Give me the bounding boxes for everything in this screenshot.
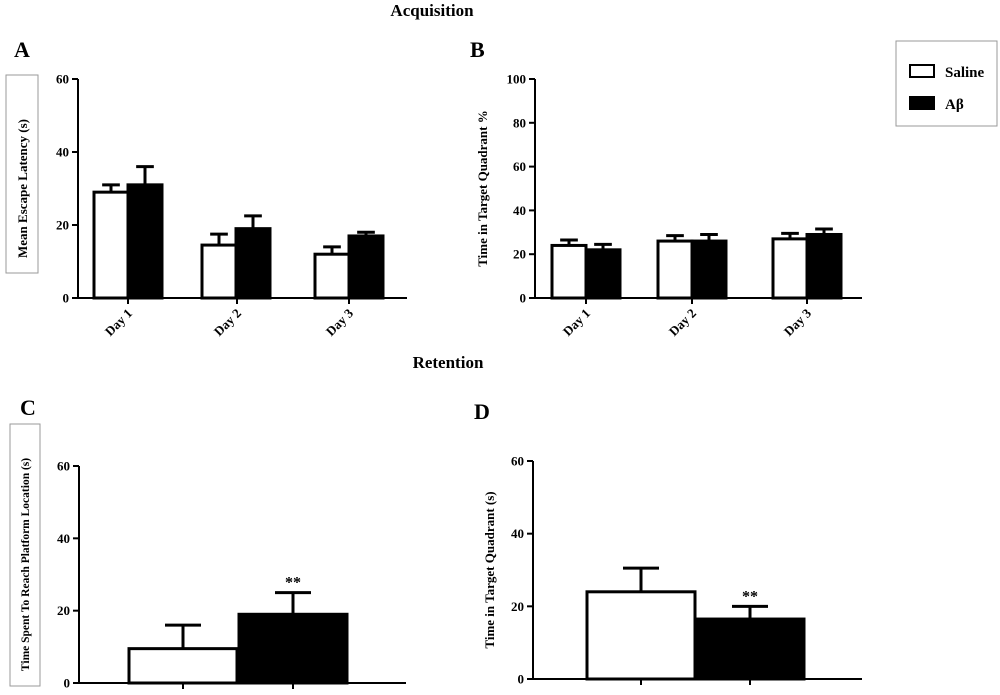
panel-b-bar-abeta-2 (690, 239, 728, 300)
panel-letter-d: D (474, 399, 490, 424)
panel-c-y-tick-label: 60 (57, 459, 70, 474)
panel-letter-c: C (20, 395, 36, 420)
panel-b-y-tick-label: 40 (513, 203, 526, 218)
panel-a-bar-abeta-1 (126, 183, 164, 300)
panel-c-bar-saline (127, 647, 239, 685)
panel-b-x-tick-label: Day 2 (666, 306, 699, 339)
legend-swatch-abeta (909, 96, 935, 110)
panel-b-y-tick-label: 100 (507, 72, 527, 87)
panel-b-chart: 0 20 40 60 80 100 Day 1 Day 2 Day 3 Time in Targe… (475, 72, 862, 339)
panel-a-x-tick-label: Day 2 (211, 306, 244, 339)
panel-d-bar-abeta (694, 617, 806, 681)
panel-b-y-tick-label: 0 (520, 291, 527, 306)
panel-b-bar-abeta-1 (584, 248, 622, 300)
panel-c-y-tick-label: 20 (57, 603, 70, 618)
legend: Saline Aβ (895, 40, 998, 127)
panel-letter-a: A (14, 37, 30, 62)
panel-c-y-tick-label: 0 (64, 676, 71, 691)
panel-b-x-tick-label: Day 3 (781, 305, 815, 339)
legend-box (895, 40, 998, 127)
panel-b-y-tick-label: 20 (513, 247, 526, 262)
panel-b-bar-saline-3 (771, 237, 809, 300)
panel-d-y-tick-label: 20 (511, 599, 524, 614)
panel-c-y-tick-label: 40 (57, 531, 70, 546)
panel-a-y-tick-label: 0 (63, 291, 70, 306)
panel-a-y-tick-label: 60 (56, 72, 69, 87)
legend-label-saline: Saline (945, 65, 985, 81)
panel-d-bar-saline (585, 590, 697, 681)
panel-a-y-tick-label: 40 (56, 145, 69, 160)
panel-b-y-tick-label: 80 (513, 115, 526, 130)
ylabel-box-c (9, 423, 41, 687)
acquisition-title: Acquisition (390, 1, 474, 20)
panel-a-chart: 0 20 40 60 Day 1 Day 2 Day 3 Mean Escape Latenc… (15, 72, 407, 339)
panel-b-bar-saline-1 (550, 243, 588, 300)
panel-b-y-tick-label: 60 (513, 159, 526, 174)
panel-d-y-axis-title: Time in Target Quadrant (s) (482, 491, 497, 648)
panel-a-x-tick-label: Day 1 (102, 306, 135, 339)
panel-a-bar-abeta-2 (234, 227, 272, 300)
panel-a-bar-saline-2 (200, 243, 238, 300)
panel-a-y-tick-label: 20 (56, 218, 69, 233)
panel-b-x-tick-label: Day 1 (560, 306, 593, 339)
panel-d-chart: 0 20 40 60 Time in Target Quadrant (s) ** (482, 454, 862, 687)
panel-a-y-axis-title: Mean Escape Latency (s) (15, 119, 30, 258)
panel-b-bar-abeta-3 (805, 232, 843, 300)
panel-c-bar-abeta-significance: ** (285, 575, 301, 592)
panel-c-bar-abeta (237, 612, 349, 685)
panel-b-bar-saline-2 (656, 239, 694, 300)
panel-d-y-tick-label: 40 (511, 526, 524, 541)
panel-a-x-tick-label: Day 3 (323, 305, 357, 339)
panel-c-chart: 0 20 40 60 Time Spent To Reach Platform Loca… (20, 458, 406, 691)
panel-a-bar-saline-3 (313, 252, 351, 300)
panel-a-bar-abeta-3 (347, 234, 385, 300)
panel-c-y-axis-title: Time Spent To Reach Platform Location (s… (20, 458, 32, 671)
panel-d-bar-abeta-significance: ** (742, 588, 758, 605)
retention-title: Retention (413, 353, 484, 372)
panel-a-bar-saline-1 (92, 190, 130, 300)
legend-swatch-saline (909, 64, 935, 78)
panel-d-y-tick-label: 0 (518, 672, 525, 687)
panel-d-y-tick-label: 60 (511, 454, 524, 469)
legend-label-abeta: Aβ (945, 97, 964, 113)
panel-b-y-axis-title: Time in Target Quadrant % (475, 110, 490, 267)
ylabel-box-a (5, 74, 39, 274)
panel-letter-b: B (470, 37, 485, 62)
